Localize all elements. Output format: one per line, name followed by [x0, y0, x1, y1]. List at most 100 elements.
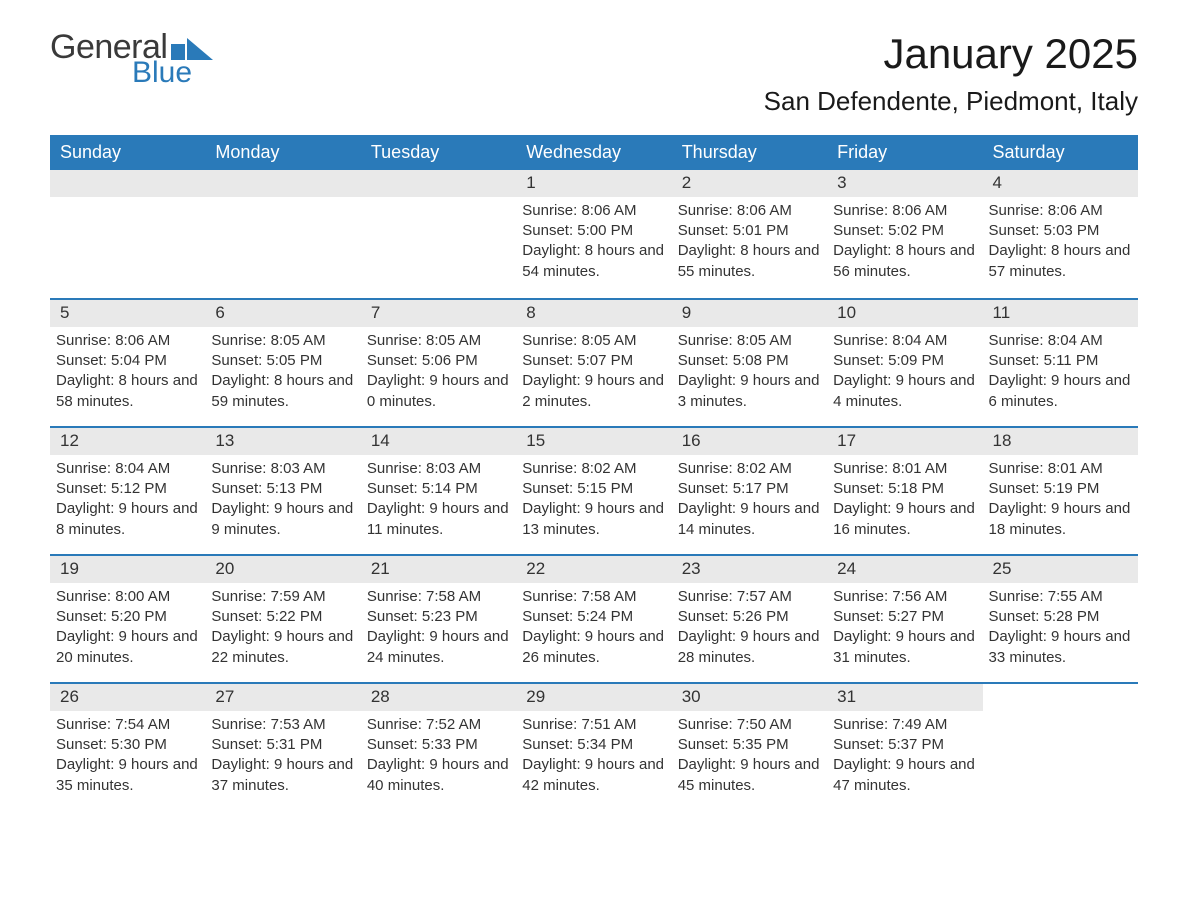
day-number: 20 — [205, 556, 360, 583]
calendar-week: 5Sunrise: 8:06 AMSunset: 5:04 PMDaylight… — [50, 298, 1138, 426]
calendar-day: 18Sunrise: 8:01 AMSunset: 5:19 PMDayligh… — [983, 428, 1138, 554]
weekday-header: Friday — [827, 135, 982, 170]
daylight-text: Daylight: 9 hours and 37 minutes. — [211, 755, 354, 796]
sunrise-text: Sunrise: 8:06 AM — [989, 201, 1132, 221]
daylight-text: Daylight: 9 hours and 45 minutes. — [678, 755, 821, 796]
daylight-text: Daylight: 9 hours and 20 minutes. — [56, 627, 199, 668]
header-bar: General Blue January 2025 San Defendente… — [50, 30, 1138, 117]
sunset-text: Sunset: 5:00 PM — [522, 221, 665, 241]
sunrise-text: Sunrise: 7:58 AM — [367, 587, 510, 607]
day-number: 14 — [361, 428, 516, 455]
daylight-text: Daylight: 8 hours and 59 minutes. — [211, 371, 354, 412]
sunrise-text: Sunrise: 8:02 AM — [522, 459, 665, 479]
calendar-day: 15Sunrise: 8:02 AMSunset: 5:15 PMDayligh… — [516, 428, 671, 554]
calendar-day: 3Sunrise: 8:06 AMSunset: 5:02 PMDaylight… — [827, 170, 982, 298]
daylight-text: Daylight: 9 hours and 13 minutes. — [522, 499, 665, 540]
sunset-text: Sunset: 5:30 PM — [56, 735, 199, 755]
sunrise-text: Sunrise: 7:56 AM — [833, 587, 976, 607]
sunset-text: Sunset: 5:05 PM — [211, 351, 354, 371]
weekday-header: Monday — [205, 135, 360, 170]
calendar-day: 12Sunrise: 8:04 AMSunset: 5:12 PMDayligh… — [50, 428, 205, 554]
sunset-text: Sunset: 5:27 PM — [833, 607, 976, 627]
sunset-text: Sunset: 5:31 PM — [211, 735, 354, 755]
day-number: 3 — [827, 170, 982, 197]
sunset-text: Sunset: 5:01 PM — [678, 221, 821, 241]
day-number: 31 — [827, 684, 982, 711]
sunset-text: Sunset: 5:28 PM — [989, 607, 1132, 627]
calendar-day: 27 Sunrise: 7:53 AMSunset: 5:31 PMDayligh… — [205, 684, 360, 810]
sunset-text: Sunset: 5:02 PM — [833, 221, 976, 241]
day-number: 19 — [50, 556, 205, 583]
weekday-header: Wednesday — [516, 135, 671, 170]
daylight-text: Daylight: 9 hours and 47 minutes. — [833, 755, 976, 796]
day-number: 30 — [672, 684, 827, 711]
calendar-day — [205, 170, 360, 298]
calendar-day: 24Sunrise: 7:56 AMSunset: 5:27 PMDayligh… — [827, 556, 982, 682]
weekday-header: Tuesday — [361, 135, 516, 170]
sunrise-text: Sunrise: 8:05 AM — [522, 331, 665, 351]
daylight-text: Daylight: 8 hours and 57 minutes. — [989, 241, 1132, 282]
calendar-day — [361, 170, 516, 298]
day-number: 10 — [827, 300, 982, 327]
sunrise-text: Sunrise: 8:04 AM — [56, 459, 199, 479]
sunset-text: Sunset: 5:17 PM — [678, 479, 821, 499]
sunset-text: Sunset: 5:12 PM — [56, 479, 199, 499]
daylight-text: Daylight: 9 hours and 40 minutes. — [367, 755, 510, 796]
sunset-text: Sunset: 5:06 PM — [367, 351, 510, 371]
sunset-text: Sunset: 5:08 PM — [678, 351, 821, 371]
day-number: 22 — [516, 556, 671, 583]
day-number: 27 — [205, 684, 360, 711]
calendar-week: 26Sunrise: 7:54 AMSunset: 5:30 PMDayligh… — [50, 682, 1138, 810]
sunset-text: Sunset: 5:14 PM — [367, 479, 510, 499]
day-number: 26 — [50, 684, 205, 711]
sunset-text: Sunset: 5:09 PM — [833, 351, 976, 371]
daylight-text: Daylight: 9 hours and 42 minutes. — [522, 755, 665, 796]
daylight-text: Daylight: 8 hours and 54 minutes. — [522, 241, 665, 282]
weekday-header: Sunday — [50, 135, 205, 170]
page-title: January 2025 — [764, 30, 1138, 78]
calendar-week: 12 Sunrise: 8:04 AMSunset: 5:12 PM Dayligh… — [50, 426, 1138, 554]
sunset-text: Sunset: 5:20 PM — [56, 607, 199, 627]
sunrise-text: Sunrise: 8:06 AM — [522, 201, 665, 221]
sunrise-text: Sunrise: 7:50 AM — [678, 715, 821, 735]
sunrise-text: Sunrise: 7:49 AM — [833, 715, 976, 735]
daylight-text: Daylight: 9 hours and 4 minutes. — [833, 371, 976, 412]
sunset-text: Sunset: 5:26 PM — [678, 607, 821, 627]
day-number: 12 — [50, 428, 205, 455]
calendar-day: 8Sunrise: 8:05 AMSunset: 5:07 PMDaylight… — [516, 300, 671, 426]
sunrise-text: Sunrise: 8:05 AM — [367, 331, 510, 351]
calendar-day: 14 Sunrise: 8:03 AMSunset: 5:14 PMDayligh… — [361, 428, 516, 554]
calendar-day: 16Sunrise: 8:02 AMSunset: 5:17 PMDayligh… — [672, 428, 827, 554]
calendar-day: 25Sunrise: 7:55 AMSunset: 5:28 PMDayligh… — [983, 556, 1138, 682]
day-number: 21 — [361, 556, 516, 583]
daylight-text: Daylight: 9 hours and 31 minutes. — [833, 627, 976, 668]
calendar-day: 4Sunrise: 8:06 AMSunset: 5:03 PMDaylight… — [983, 170, 1138, 298]
day-number: 1 — [516, 170, 671, 197]
sunset-text: Sunset: 5:35 PM — [678, 735, 821, 755]
day-number: 15 — [516, 428, 671, 455]
calendar-day: 6Sunrise: 8:05 AMSunset: 5:05 PMDaylight… — [205, 300, 360, 426]
calendar-day: 28Sunrise: 7:52 AMSunset: 5:33 PMDayligh… — [361, 684, 516, 810]
day-number: 11 — [983, 300, 1138, 327]
brand-logo: General Blue — [50, 30, 213, 88]
calendar-day: 21Sunrise: 7:58 AMSunset: 5:23 PMDayligh… — [361, 556, 516, 682]
day-number — [50, 170, 205, 197]
sunrise-text: Sunrise: 8:05 AM — [211, 331, 354, 351]
day-number: 4 — [983, 170, 1138, 197]
sunrise-text: Sunrise: 8:01 AM — [989, 459, 1132, 479]
sunset-text: Sunset: 5:22 PM — [211, 607, 354, 627]
day-number: 8 — [516, 300, 671, 327]
daylight-text: Daylight: 9 hours and 16 minutes. — [833, 499, 976, 540]
day-number: 2 — [672, 170, 827, 197]
sunset-text: Sunset: 5:11 PM — [989, 351, 1132, 371]
sunrise-text: Sunrise: 7:57 AM — [678, 587, 821, 607]
daylight-text: Daylight: 9 hours and 11 minutes. — [367, 499, 510, 540]
day-number: 5 — [50, 300, 205, 327]
sunset-text: Sunset: 5:04 PM — [56, 351, 199, 371]
calendar-day: 11Sunrise: 8:04 AMSunset: 5:11 PMDayligh… — [983, 300, 1138, 426]
sunrise-text: Sunrise: 7:53 AM — [211, 715, 354, 735]
sunset-text: Sunset: 5:37 PM — [833, 735, 976, 755]
day-number: 13 — [205, 428, 360, 455]
sunrise-text: Sunrise: 8:03 AM — [367, 459, 510, 479]
day-number: 18 — [983, 428, 1138, 455]
